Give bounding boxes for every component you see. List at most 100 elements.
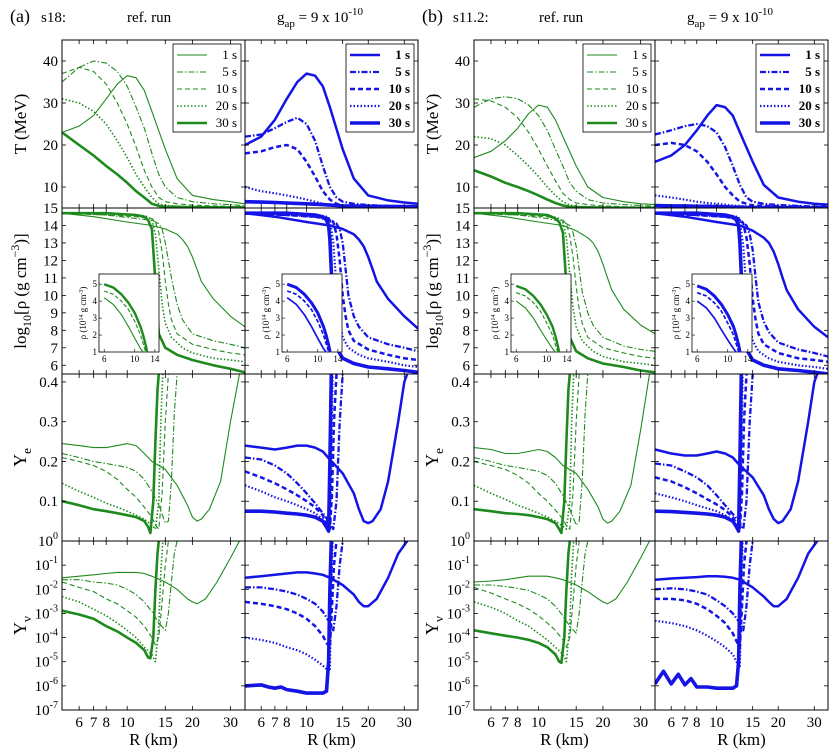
gap-label-sup: -10 xyxy=(348,6,363,18)
series-line-Ynu-5s xyxy=(474,541,589,634)
y-tick-label-exp: -3 xyxy=(50,603,58,614)
y-label-sup: −3 xyxy=(8,245,22,258)
inset-y-label: ρ (1014 g cm-3) xyxy=(490,287,500,340)
y-label-part: )] xyxy=(11,233,30,244)
ref-run-label: ref. run xyxy=(539,10,584,26)
curves-Ynu xyxy=(245,541,409,695)
inset-x-tick-label: 10 xyxy=(542,354,552,364)
y-tick-label: 6 xyxy=(463,358,471,374)
y-label-part: Y xyxy=(422,454,442,467)
inset-curves xyxy=(286,282,332,353)
series-line-Ynu-20s xyxy=(655,541,744,669)
inset-line-10s xyxy=(696,291,740,353)
x-tick-label: 8 xyxy=(514,715,522,731)
y-label-part: log xyxy=(11,326,30,348)
curves-Ynu xyxy=(655,541,819,690)
y-tick-label-exp: -4 xyxy=(462,628,470,639)
inset-y-label-sup: -3 xyxy=(491,290,497,295)
y-tick-label: 100 xyxy=(450,531,470,550)
y-tick-label-exp: -2 xyxy=(462,579,470,590)
y-label-sub: e xyxy=(19,448,34,454)
legend-box xyxy=(582,43,652,133)
panel-tag: (a) xyxy=(10,6,30,27)
series-line-Ye-5s xyxy=(474,374,589,526)
y-tick-label: 10-6 xyxy=(35,676,58,695)
inset-y-label-part: ) xyxy=(490,287,500,290)
y-label-part: )] xyxy=(423,233,442,244)
series-line-Ye-1s xyxy=(245,374,409,525)
y-label-sub: 10 xyxy=(432,315,446,327)
y-tick-label: 13 xyxy=(455,236,470,252)
series-line-T-5s xyxy=(245,116,418,208)
inset-y-tick-label: 5 xyxy=(505,279,510,289)
inset-line-10s xyxy=(516,292,559,353)
series-line-Ye-5s xyxy=(245,374,344,531)
y-label-sub: e xyxy=(431,448,446,454)
y-tick-label-exp: 0 xyxy=(53,531,58,542)
y-label-sub: ν xyxy=(431,616,446,622)
inset-y-label-part: g cm xyxy=(490,295,500,315)
inset-y-label: ρ (1014 g cm-3) xyxy=(78,287,88,340)
gap-label-sub: ap xyxy=(695,18,706,30)
y-tick-label: 15 xyxy=(455,201,470,217)
series-line-Ynu-1s xyxy=(62,541,240,605)
series-line-T-5s xyxy=(474,96,655,207)
legend-label: 1 s xyxy=(805,47,820,62)
y-tick-label: 12 xyxy=(455,253,470,269)
series-line-Ye-1s xyxy=(474,374,655,524)
series-line-Ye-30s xyxy=(474,374,572,535)
inset-y-label-part: ρ (10 xyxy=(490,320,500,339)
legend-label: 20 s xyxy=(389,98,410,113)
series-line-T-5s xyxy=(655,122,828,208)
inset-x-tick-label: 10 xyxy=(313,354,323,364)
legend-label: 5 s xyxy=(632,64,647,79)
legend-label: 10 s xyxy=(216,81,237,96)
y-label-part: [ρ (g cm xyxy=(11,257,30,315)
series-line-Ye-10s xyxy=(474,374,580,530)
y-label-density: log10[ρ (g cm−3)] xyxy=(420,233,446,348)
series-line-rho-1s xyxy=(474,212,655,335)
y-tick-label: 8 xyxy=(463,323,471,339)
inset-y-label-part: ) xyxy=(261,287,271,290)
curves-Ye xyxy=(655,374,819,533)
inset-x-tick-label: 6 xyxy=(285,354,290,364)
series-line-rho-10s xyxy=(474,212,655,359)
y-tick-label-exp: -3 xyxy=(462,603,470,614)
series-line-T-1s xyxy=(62,75,245,205)
curves-Ye xyxy=(245,374,409,533)
y-tick-label: 15 xyxy=(43,201,58,217)
legend-label: 30 s xyxy=(626,115,647,130)
inset-y-tick-label: 1 xyxy=(276,347,281,357)
legend-label: 30 s xyxy=(389,115,410,130)
inset-y-label-sup: 14 xyxy=(491,315,497,321)
x-tick-label: 8 xyxy=(283,715,291,731)
inset-y-label-part: ) xyxy=(671,287,681,290)
y-tick-label: 7 xyxy=(51,341,59,357)
y-tick-label: 0.4 xyxy=(39,375,58,391)
inset-y-tick-label: 5 xyxy=(276,279,281,289)
series-line-Ye-10s xyxy=(62,374,169,530)
inset-y-tick-label: 2 xyxy=(276,330,281,340)
y-tick-label-exp: -7 xyxy=(50,700,58,711)
series-line-Ye-1s xyxy=(655,374,819,525)
series-line-Ye-30s xyxy=(245,374,334,533)
inset-line-30s xyxy=(515,284,561,353)
x-tick-label: 8 xyxy=(693,715,701,731)
y-tick-label-exp: -1 xyxy=(462,555,470,566)
inset-x-tick-label: 6 xyxy=(102,354,107,364)
x-tick-label: 6 xyxy=(667,715,675,731)
inset-line-1s xyxy=(103,297,144,353)
inset-y-tick-label: 2 xyxy=(93,330,98,340)
series-line-rho-1s xyxy=(62,212,245,328)
y-label-ye: Ye xyxy=(10,448,34,467)
gap-label: gap = 9 x 10-10 xyxy=(687,6,774,30)
y-label-ynu: Yν xyxy=(422,616,446,635)
inset-y-label-part: g cm xyxy=(78,295,88,315)
y-tick-label: 10-3 xyxy=(447,603,470,622)
inset-y-label-part: ρ (10 xyxy=(671,320,681,339)
y-tick-label: 30 xyxy=(455,96,470,112)
inset-y-label-sup: 14 xyxy=(672,315,678,321)
y-tick-label-exp: -6 xyxy=(462,676,470,687)
y-label-part: [ρ (g cm xyxy=(423,257,442,315)
y-label-ynu: Yν xyxy=(10,616,34,635)
